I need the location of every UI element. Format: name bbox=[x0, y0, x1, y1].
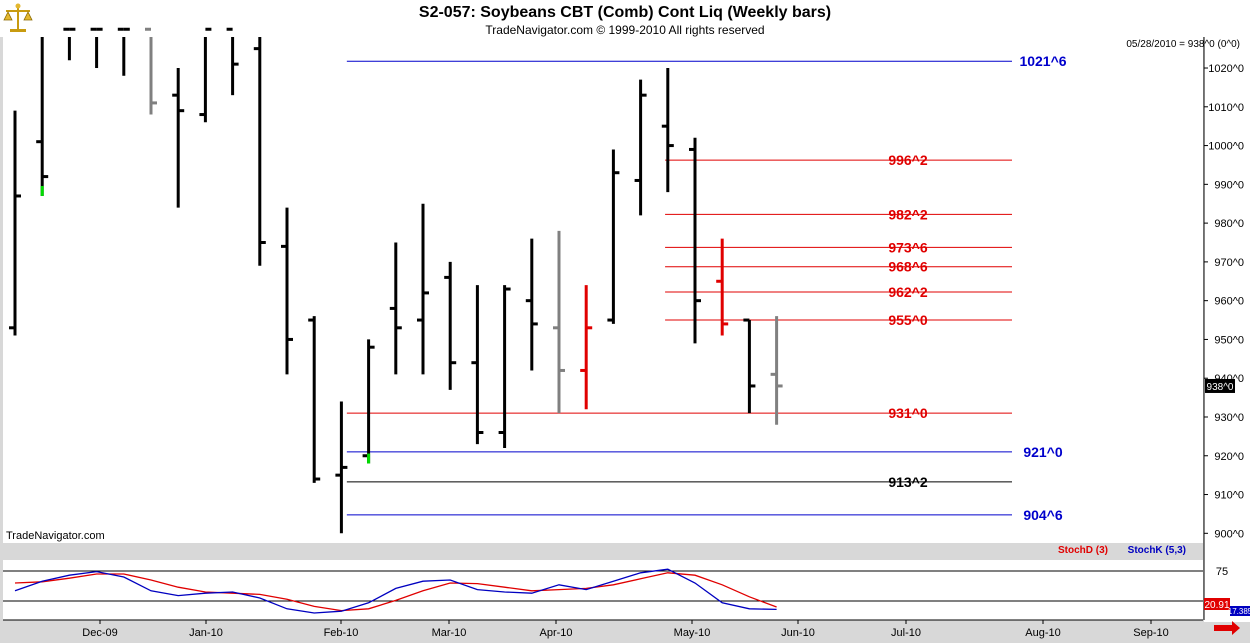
y-tick-label: 930^0 bbox=[1214, 412, 1244, 424]
level-label: 996^2 bbox=[888, 152, 928, 168]
current-price-label: 938^0 bbox=[1207, 382, 1234, 393]
stoch-legend-k: StochK (5,3) bbox=[1128, 545, 1186, 556]
y-tick-label: 980^0 bbox=[1214, 218, 1244, 230]
x-tick-label: Mar-10 bbox=[432, 627, 467, 639]
x-tick-label: May-10 bbox=[674, 627, 711, 639]
stochK-line bbox=[14, 568, 777, 614]
stoch-d-value-tag bbox=[1204, 598, 1230, 610]
x-tick-label: Feb-10 bbox=[324, 627, 359, 639]
stoch-d-value: 20.91 bbox=[1204, 600, 1229, 611]
last-bar-readout: 05/28/2010 = 938^0 (0^0) bbox=[1126, 39, 1240, 50]
y-tick-label: 970^0 bbox=[1214, 257, 1244, 269]
x-tick-label: Dec-09 bbox=[82, 627, 117, 639]
stoch-legend-d: StochD (3) bbox=[1058, 545, 1108, 556]
level-label: 931^0 bbox=[888, 405, 928, 421]
y-tick-label: 900^0 bbox=[1214, 528, 1244, 540]
price-panel-bg bbox=[3, 37, 1203, 543]
y-tick-label: 1010^0 bbox=[1208, 102, 1244, 114]
y-tick-label: 920^0 bbox=[1214, 451, 1244, 463]
y-tick-label: 1020^0 bbox=[1208, 63, 1244, 75]
stoch-k-value-tag bbox=[1230, 606, 1250, 616]
level-label: 968^6 bbox=[888, 259, 928, 275]
chart-title: S2-057: Soybeans CBT (Comb) Cont Liq (We… bbox=[418, 4, 832, 21]
x-tick-label: Apr-10 bbox=[539, 627, 572, 639]
level-label: 1021^6 bbox=[1019, 53, 1066, 69]
level-label: 955^0 bbox=[888, 312, 928, 328]
level-label: 962^2 bbox=[888, 284, 928, 300]
level-label: 921^0 bbox=[1023, 444, 1063, 460]
chart-header: S2-057: Soybeans CBT (Comb) Cont Liq (We… bbox=[0, 0, 1250, 37]
x-tick-label: Jan-10 bbox=[189, 627, 223, 639]
level-label: 913^2 bbox=[888, 474, 928, 490]
chart-copyright: TradeNavigator.com © 1999-2010 All right… bbox=[485, 23, 765, 37]
stoch-k-value: 17.385 bbox=[1228, 607, 1250, 616]
stoch-level-label: 75 bbox=[1216, 566, 1228, 578]
y-tick-label: 990^0 bbox=[1214, 179, 1244, 191]
level-label: 982^2 bbox=[888, 206, 928, 222]
x-tick-label: Jun-10 bbox=[781, 627, 815, 639]
x-tick-label: Sep-10 bbox=[1133, 627, 1168, 639]
y-tick-label: 950^0 bbox=[1214, 334, 1244, 346]
level-label: 904^6 bbox=[1023, 507, 1063, 523]
y-tick-label: 1000^0 bbox=[1208, 141, 1244, 153]
stoch-panel-bg bbox=[3, 560, 1203, 620]
axis-bg bbox=[1204, 37, 1250, 622]
y-tick-label: 960^0 bbox=[1214, 296, 1244, 308]
scroll-right-arrow-icon[interactable] bbox=[1214, 621, 1240, 635]
stochD-line bbox=[14, 572, 777, 612]
x-tick-label: Jul-10 bbox=[891, 627, 921, 639]
current-price-tag bbox=[1205, 378, 1235, 393]
watermark: TradeNavigator.com bbox=[6, 530, 105, 542]
scales-logo-icon bbox=[3, 3, 33, 32]
level-label: 973^6 bbox=[888, 239, 928, 255]
x-tick-label: Aug-10 bbox=[1025, 627, 1060, 639]
y-tick-label: 910^0 bbox=[1214, 490, 1244, 502]
